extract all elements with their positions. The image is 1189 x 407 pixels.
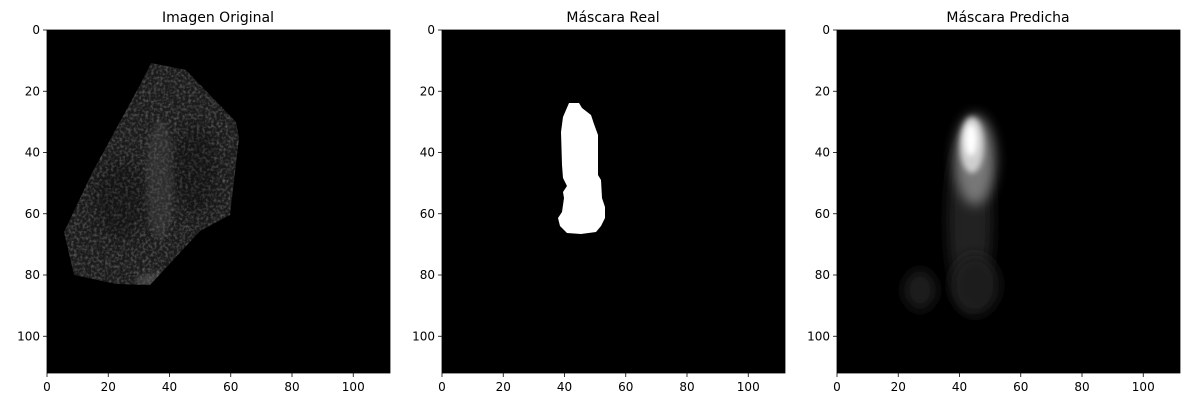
x-tick-label: 100 (342, 380, 365, 394)
panel-title-predicted-mask: Máscara Predicha (946, 10, 1069, 26)
panel-title-real-mask: Máscara Real (566, 10, 659, 26)
x-tick-label: 100 (1132, 380, 1155, 394)
x-tick-label: 20 (101, 380, 116, 394)
y-tick-label: 60 (420, 207, 435, 221)
x-tick-label: 40 (557, 380, 572, 394)
x-tick-label: 20 (891, 380, 906, 394)
axes-frame (46, 29, 391, 374)
x-tick-label: 80 (1074, 380, 1089, 394)
y-tick-label: 80 (25, 268, 40, 282)
y-tick-label: 100 (807, 329, 830, 343)
x-tick-label: 0 (43, 380, 51, 394)
panel-original: Imagen Original (47, 10, 390, 373)
x-tick-label: 40 (162, 380, 177, 394)
y-tick-label: 80 (420, 268, 435, 282)
segmentation-mask-shape (558, 103, 605, 234)
panel-real-mask: Máscara Real (442, 10, 785, 373)
y-tick-label: 40 (25, 146, 40, 160)
axes-frame (441, 29, 786, 374)
axes-frame (836, 29, 1181, 374)
y-tick-label: 80 (815, 268, 830, 282)
y-tick-label: 100 (412, 329, 435, 343)
x-tick-label: 60 (618, 380, 633, 394)
y-tick-label: 0 (822, 23, 830, 37)
x-tick-label: 100 (737, 380, 760, 394)
y-tick-label: 40 (815, 146, 830, 160)
x-tick-label: 80 (284, 380, 299, 394)
y-tick-label: 60 (815, 207, 830, 221)
y-tick-label: 0 (427, 23, 435, 37)
x-tick-label: 60 (1013, 380, 1028, 394)
y-tick-label: 100 (17, 329, 40, 343)
y-tick-label: 20 (815, 84, 830, 98)
y-tick-label: 20 (420, 84, 435, 98)
x-tick-label: 40 (952, 380, 967, 394)
image-area-real-mask (442, 30, 785, 373)
x-tick-label: 0 (833, 380, 841, 394)
panel-predicted-mask: Máscara Predicha (837, 10, 1180, 373)
predicted-probability-blob (904, 115, 999, 315)
y-tick-label: 20 (25, 84, 40, 98)
x-tick-label: 20 (496, 380, 511, 394)
x-tick-label: 60 (223, 380, 238, 394)
panel-title-original: Imagen Original (162, 10, 274, 26)
y-tick-label: 60 (25, 207, 40, 221)
y-tick-label: 40 (420, 146, 435, 160)
y-tick-label: 0 (32, 23, 40, 37)
image-area-predicted-mask (837, 30, 1180, 373)
x-tick-label: 0 (438, 380, 446, 394)
x-tick-label: 80 (679, 380, 694, 394)
